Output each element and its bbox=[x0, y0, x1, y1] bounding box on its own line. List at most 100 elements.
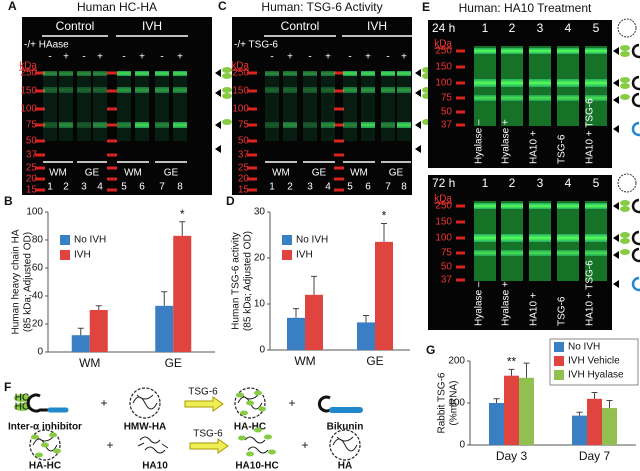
ha-icon bbox=[631, 230, 640, 246]
label: Hyalase – bbox=[474, 281, 485, 326]
label: 1 bbox=[482, 21, 489, 35]
label: HMW-HA bbox=[124, 422, 167, 433]
ladder-band bbox=[35, 188, 45, 192]
label: 75 bbox=[441, 93, 453, 104]
ladder-band bbox=[247, 188, 257, 192]
label: Hyalase + bbox=[501, 281, 512, 326]
band bbox=[43, 71, 57, 76]
label: GE bbox=[85, 168, 100, 179]
label: Control bbox=[56, 19, 95, 33]
ladder-band bbox=[35, 177, 45, 181]
hc-icon bbox=[254, 390, 262, 396]
reaction-arrow bbox=[189, 438, 229, 454]
ha-ball bbox=[617, 173, 637, 193]
ladder-band bbox=[107, 107, 117, 111]
band bbox=[557, 95, 579, 101]
label: HA bbox=[338, 461, 352, 471]
ha-ball bbox=[129, 387, 161, 419]
band bbox=[397, 122, 411, 128]
label: * bbox=[382, 209, 387, 223]
bar bbox=[375, 241, 393, 350]
smear bbox=[343, 73, 357, 141]
label: + bbox=[106, 438, 113, 452]
ladder-band bbox=[456, 251, 465, 255]
hc-icon bbox=[620, 77, 630, 83]
label: (85 kDa; Adjusted OD) bbox=[243, 231, 254, 331]
ladder-band bbox=[334, 188, 344, 192]
band bbox=[343, 71, 357, 76]
ha-ball bbox=[29, 429, 61, 461]
smear bbox=[283, 73, 297, 141]
arrow-head bbox=[613, 202, 619, 210]
label: 250 bbox=[435, 46, 452, 57]
band bbox=[93, 71, 107, 76]
ladder-band bbox=[107, 177, 117, 181]
ha-icon bbox=[631, 276, 640, 292]
band bbox=[173, 71, 187, 76]
band bbox=[43, 122, 57, 128]
label: - bbox=[270, 52, 273, 63]
ladder-band bbox=[35, 166, 45, 170]
band bbox=[265, 87, 279, 93]
ladder-band bbox=[334, 166, 344, 170]
label: + bbox=[139, 52, 145, 63]
label: 75 bbox=[26, 120, 38, 131]
bar bbox=[489, 403, 504, 445]
hc-icon bbox=[222, 93, 232, 99]
ladder-band bbox=[107, 153, 117, 157]
ladder-band bbox=[107, 188, 117, 192]
label: 1 bbox=[269, 182, 275, 193]
hc-icon bbox=[620, 200, 630, 206]
label: 72 h bbox=[432, 176, 455, 190]
label: HA10 + TSG-6 bbox=[585, 260, 596, 326]
label: + bbox=[287, 52, 293, 63]
hc-icon bbox=[240, 410, 248, 416]
arrow-head bbox=[215, 89, 221, 97]
band bbox=[93, 122, 107, 128]
hc-icon bbox=[620, 249, 630, 255]
hc-icon bbox=[49, 432, 57, 438]
hc-icon bbox=[41, 442, 49, 448]
legend-swatch bbox=[554, 356, 564, 366]
label: * bbox=[180, 207, 185, 221]
band bbox=[343, 87, 357, 93]
arrow-head bbox=[613, 96, 619, 104]
label: 37 bbox=[26, 150, 38, 161]
label: IVH bbox=[367, 19, 387, 33]
arrow-head bbox=[613, 79, 619, 87]
ladder-band bbox=[107, 123, 117, 127]
band bbox=[381, 87, 395, 93]
arrow-head bbox=[613, 234, 619, 242]
label: G bbox=[426, 343, 435, 357]
label: + bbox=[177, 52, 183, 63]
band bbox=[361, 122, 375, 128]
band bbox=[529, 203, 551, 209]
smear bbox=[321, 73, 335, 141]
band bbox=[117, 71, 131, 76]
label: - bbox=[122, 52, 125, 63]
label: 5 bbox=[593, 176, 600, 190]
band bbox=[117, 87, 131, 93]
band bbox=[557, 48, 579, 54]
label: 75 bbox=[238, 120, 250, 131]
label: 4 bbox=[97, 182, 103, 193]
label: + bbox=[100, 396, 107, 410]
label: 4 bbox=[565, 176, 572, 190]
label: 3 bbox=[537, 21, 544, 35]
ha-strand bbox=[132, 394, 158, 410]
ladder-band bbox=[35, 139, 45, 143]
label: WM bbox=[272, 168, 290, 179]
label: + bbox=[288, 396, 295, 410]
bikunin bbox=[317, 395, 331, 413]
ladder-band bbox=[35, 123, 45, 127]
label: Hyalase + bbox=[501, 119, 512, 164]
label: HA-HC bbox=[29, 461, 61, 471]
reaction-arrow bbox=[184, 396, 224, 412]
band bbox=[529, 234, 551, 242]
label: 20 bbox=[32, 319, 44, 330]
hc-icon bbox=[268, 449, 276, 455]
label: WM bbox=[49, 168, 67, 179]
label: IVH bbox=[296, 250, 313, 261]
label: 8 bbox=[401, 182, 407, 193]
band bbox=[173, 122, 187, 128]
